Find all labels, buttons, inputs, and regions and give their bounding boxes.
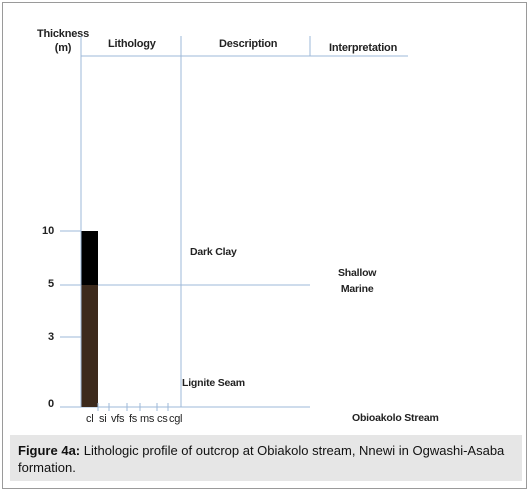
lignite-seam-unit xyxy=(81,285,98,407)
caption-box: Figure 4a: Lithologic profile of outcrop… xyxy=(10,435,522,481)
grain-size-si: si xyxy=(99,413,107,425)
figure-caption: Figure 4a: Lithologic profile of outcrop… xyxy=(18,442,516,476)
grain-size-cgl: cgl xyxy=(169,413,183,425)
description-lignite-seam: Lignite Seam xyxy=(182,377,245,389)
grain-size-vfs: vfs xyxy=(111,413,125,425)
thickness-header: Thickness (m) xyxy=(37,27,89,55)
tick-label-0: 0 xyxy=(48,398,55,410)
figure-frame xyxy=(2,2,527,489)
thickness-header-line2: (m) xyxy=(54,42,72,54)
thickness-header-line1: Thickness xyxy=(37,28,90,40)
caption-label: Figure 4a: xyxy=(18,443,81,458)
grain-size-fs: fs xyxy=(129,413,137,425)
grain-size-cs: cs xyxy=(157,413,168,425)
caption-text: Lithologic profile of outcrop at Obiakol… xyxy=(18,443,505,475)
location-label: Obioakolo Stream xyxy=(352,412,439,424)
tick-label-3: 3 xyxy=(48,331,55,343)
grain-size-cl: cl xyxy=(86,413,94,425)
grain-size-ticks xyxy=(97,403,169,411)
interpretation-header: Interpretation xyxy=(329,42,398,54)
lithology-header: Lithology xyxy=(108,38,156,50)
description-header: Description xyxy=(219,38,278,50)
dark-clay-unit xyxy=(81,231,98,285)
interpretation-line1: Shallow xyxy=(338,267,377,279)
interpretation-text: Shallow Marine xyxy=(338,265,376,297)
description-dark-clay: Dark Clay xyxy=(190,246,237,258)
tick-label-10: 10 xyxy=(42,225,55,237)
tick-label-5: 5 xyxy=(48,278,55,290)
interpretation-line2: Marine xyxy=(340,283,374,295)
grain-size-ms: ms xyxy=(140,413,155,425)
